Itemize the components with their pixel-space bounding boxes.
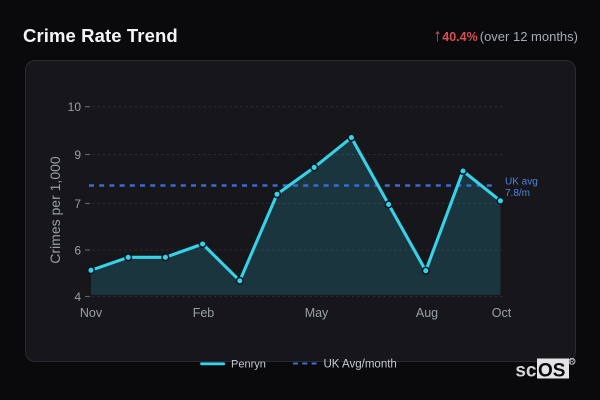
svg-text:6: 6 xyxy=(74,243,81,257)
svg-text:4: 4 xyxy=(74,290,81,304)
svg-text:9: 9 xyxy=(74,148,81,162)
svg-text:Nov: Nov xyxy=(80,306,103,320)
svg-text:Crimes per 1,000: Crimes per 1,000 xyxy=(47,156,63,264)
svg-text:Aug: Aug xyxy=(416,306,438,320)
svg-text:R: R xyxy=(570,360,575,366)
svg-text:sc: sc xyxy=(515,361,537,382)
svg-text:UK Avg/month: UK Avg/month xyxy=(324,359,397,371)
svg-text:10: 10 xyxy=(68,100,82,114)
svg-text:Oct: Oct xyxy=(492,306,512,320)
svg-text:7: 7 xyxy=(74,197,81,211)
svg-text:May: May xyxy=(305,306,329,320)
svg-text:7.8/m: 7.8/m xyxy=(505,188,530,199)
svg-text:OS: OS xyxy=(538,361,565,382)
svg-text:UK avg: UK avg xyxy=(505,177,538,188)
svg-text:Feb: Feb xyxy=(193,306,215,320)
svg-text:Penryn: Penryn xyxy=(231,359,266,371)
